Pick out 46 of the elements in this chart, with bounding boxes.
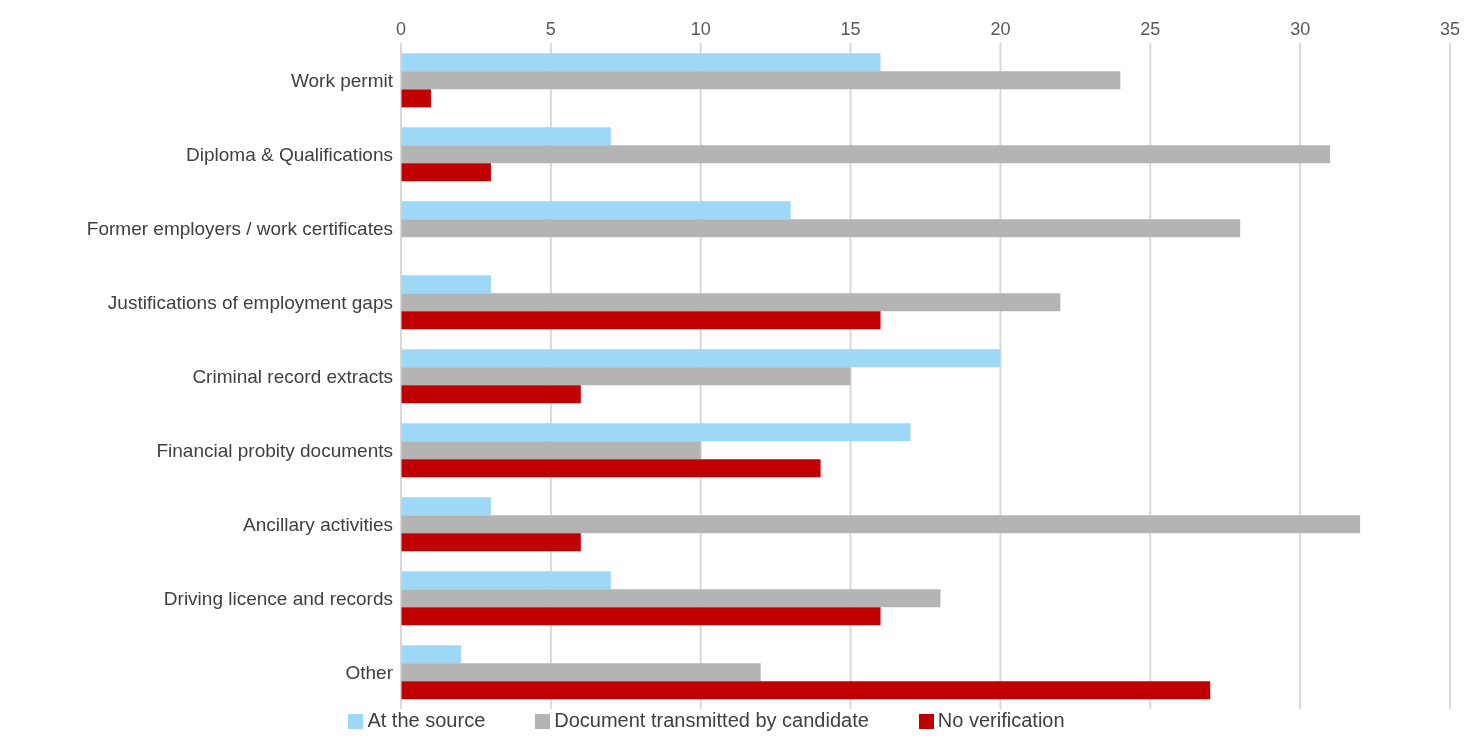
bar	[401, 607, 881, 626]
bar	[401, 497, 491, 516]
bar	[401, 681, 1211, 700]
legend-label: Document transmitted by candidate	[554, 709, 869, 731]
x-tick-label: 5	[545, 19, 556, 39]
x-tick-label: 30	[1290, 19, 1311, 39]
bar	[401, 571, 611, 590]
legend-label: At the source	[367, 709, 486, 731]
y-tick-label: Financial probity documents	[156, 439, 393, 461]
y-tick-label: Driving licence and records	[163, 587, 393, 609]
x-tick-label: 20	[990, 19, 1011, 39]
bar	[401, 459, 821, 478]
x-tick-label: 15	[840, 19, 861, 39]
bar	[401, 367, 851, 386]
y-tick-label: Ancillary activities	[243, 513, 393, 535]
bar	[401, 163, 491, 182]
bar	[401, 663, 761, 682]
bar	[401, 645, 461, 664]
legend-label: No verification	[937, 709, 1065, 731]
y-tick-label: Former employers / work certificates	[86, 217, 393, 239]
bar	[401, 293, 1061, 312]
y-tick-label: Work permit	[290, 69, 394, 91]
bar	[401, 127, 611, 146]
bar	[401, 275, 491, 294]
x-tick-label: 0	[395, 19, 407, 39]
y-tick-label: Other	[345, 661, 394, 683]
bar	[401, 89, 431, 108]
bar	[401, 71, 1121, 90]
bar	[401, 349, 1001, 368]
bar	[401, 53, 881, 72]
bar	[401, 515, 1361, 534]
bar	[401, 145, 1331, 164]
bar	[401, 441, 701, 460]
bar	[401, 589, 941, 608]
x-tick-label: 10	[690, 19, 711, 39]
bar	[401, 311, 881, 330]
x-tick-label: 35	[1439, 19, 1461, 39]
y-tick-label: Justifications of employment gaps	[107, 291, 393, 313]
bar	[401, 219, 1241, 238]
bar	[401, 423, 911, 442]
bar	[401, 201, 791, 220]
y-tick-label: Diploma & Qualifications	[186, 143, 393, 165]
bar	[401, 533, 581, 552]
x-tick-label: 25	[1140, 19, 1161, 39]
bar	[401, 385, 581, 404]
y-tick-label: Criminal record extracts	[192, 365, 393, 387]
